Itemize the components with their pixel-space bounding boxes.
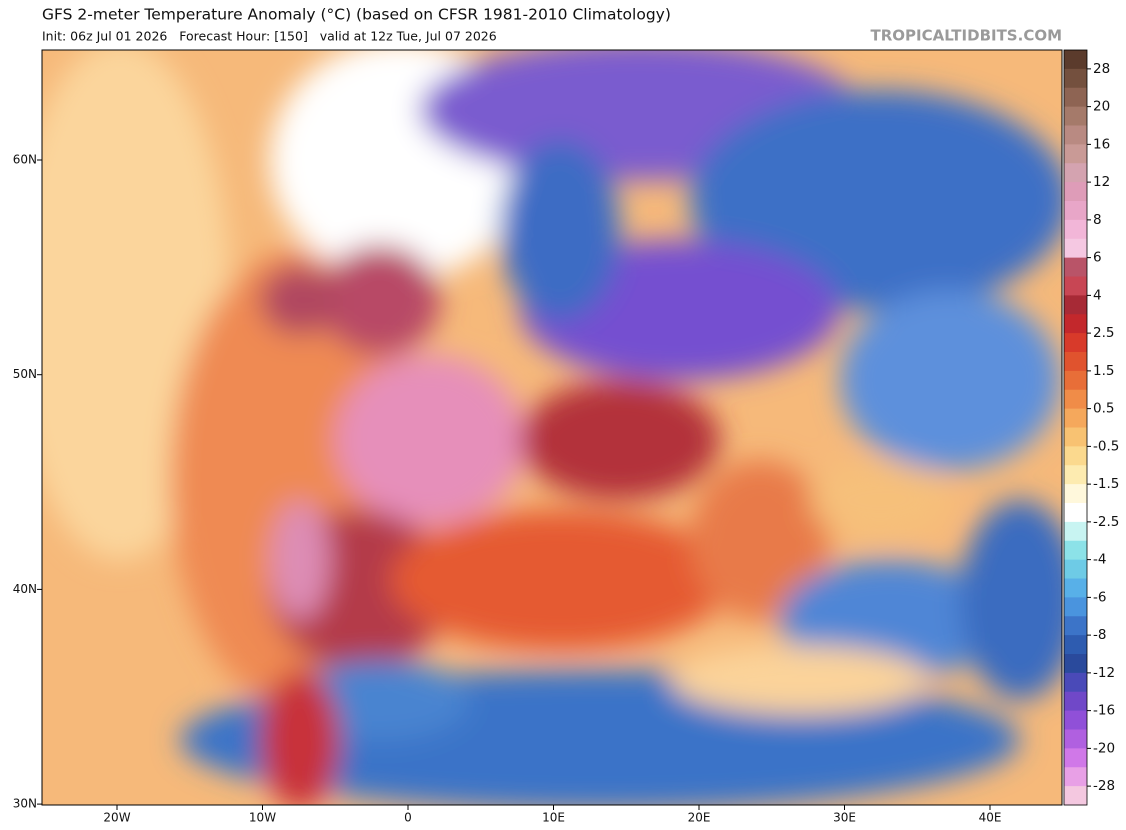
lon-label: 20W [103, 811, 130, 825]
colorbar-swatch [1064, 446, 1087, 466]
colorbar-label: 0.5 [1093, 401, 1114, 417]
colorbar-label: 12 [1093, 174, 1110, 190]
colorbar-swatch [1064, 106, 1087, 126]
colorbar-swatch [1064, 635, 1087, 655]
colorbar-swatch [1064, 729, 1087, 749]
title: GFS 2-meter Temperature Anomaly (°C) (ba… [42, 6, 671, 24]
colorbar-swatch [1064, 408, 1087, 428]
colorbar-swatch [1064, 427, 1087, 447]
colorbar-swatch [1064, 691, 1087, 712]
colorbar-swatch [1064, 578, 1087, 598]
colorbar-label: 20 [1093, 99, 1110, 115]
colorbar-label: 1.5 [1093, 363, 1114, 379]
colorbar-swatch [1064, 87, 1087, 108]
lon-label: 10E [542, 811, 565, 825]
colorbar-swatch [1064, 352, 1087, 372]
colorbar-label: -28 [1093, 778, 1115, 794]
subtitle: Init: 06z Jul 01 2026 Forecast Hour: [15… [42, 29, 497, 44]
colorbar-swatch [1064, 257, 1087, 277]
colorbar-swatch [1064, 654, 1087, 674]
map-frame [41, 49, 1063, 806]
colorbar-swatch [1064, 786, 1087, 806]
colorbar-swatch [1064, 597, 1087, 617]
colorbar-label: -1.5 [1093, 476, 1119, 492]
lon-label: 40E [979, 811, 1002, 825]
watermark: TROPICALTIDBITS.COM [871, 27, 1063, 45]
colorbar-swatch [1064, 314, 1087, 334]
colorbar-swatch [1064, 672, 1087, 693]
colorbar-label: -16 [1093, 703, 1115, 719]
lat-label: 60N [13, 153, 37, 167]
colorbar-label: 6 [1093, 250, 1102, 266]
colorbar-swatch [1064, 333, 1087, 353]
colorbar-swatch [1064, 238, 1087, 259]
colorbar-label: 8 [1093, 212, 1102, 228]
colorbar-label: -20 [1093, 740, 1115, 756]
colorbar-swatch [1064, 503, 1087, 523]
lon-label: 10W [249, 811, 276, 825]
lon-label: 30E [833, 811, 856, 825]
colorbar-label: -6 [1093, 589, 1106, 605]
colorbar-label: -2.5 [1093, 514, 1119, 530]
colorbar-label: 4 [1093, 287, 1102, 303]
colorbar-label: 2.5 [1093, 325, 1114, 341]
colorbar-swatch [1064, 370, 1087, 391]
colorbar-label: -12 [1093, 665, 1115, 681]
lat-label: 50N [13, 367, 37, 381]
colorbar-frame [1063, 49, 1088, 806]
colorbar-swatch [1064, 50, 1087, 70]
colorbar-label: 16 [1093, 136, 1110, 152]
colorbar-swatch [1064, 295, 1087, 315]
colorbar-label: -4 [1093, 552, 1106, 568]
colorbar-label: -8 [1093, 627, 1106, 643]
colorbar-swatch [1064, 767, 1087, 787]
lon-label: 0 [404, 811, 412, 825]
lat-label: 40N [13, 582, 37, 596]
colorbar-swatch [1064, 521, 1087, 542]
colorbar-swatch [1064, 125, 1087, 145]
colorbar-swatch [1064, 389, 1087, 410]
colorbar-swatch [1064, 616, 1087, 636]
colorbar-swatch [1064, 465, 1087, 485]
colorbar-swatch [1064, 748, 1087, 768]
colorbar-swatch [1064, 484, 1087, 504]
colorbar-label: -0.5 [1093, 438, 1119, 454]
colorbar-swatch [1064, 219, 1087, 240]
colorbar-swatch [1064, 163, 1087, 183]
colorbar-swatch [1064, 559, 1087, 579]
lon-label: 20E [688, 811, 711, 825]
colorbar-swatch [1064, 540, 1087, 561]
colorbar-swatch [1064, 276, 1087, 296]
lat-label: 30N [13, 797, 37, 811]
colorbar-swatch [1064, 710, 1087, 730]
colorbar-swatch [1064, 144, 1087, 164]
anomaly-map [42, 50, 1062, 805]
colorbar-swatch [1064, 201, 1087, 221]
colorbar-label: 28 [1093, 61, 1110, 77]
colorbar-swatch [1064, 182, 1087, 202]
colorbar-swatch [1064, 68, 1087, 89]
